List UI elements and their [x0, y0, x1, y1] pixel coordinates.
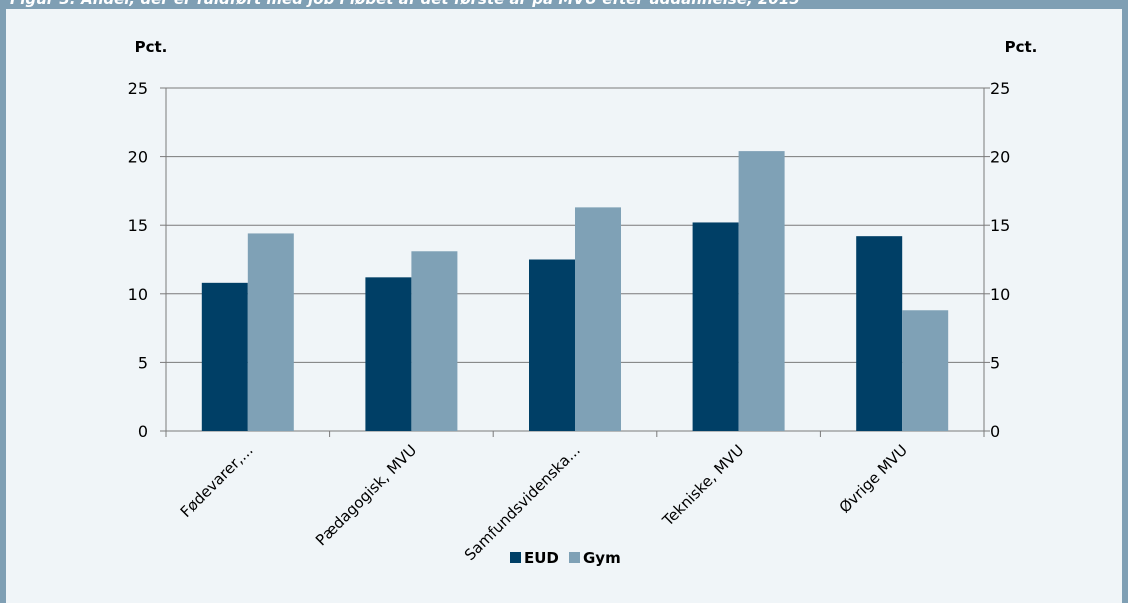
y-axis-left-title: Pct.: [135, 38, 168, 56]
bar-eud: [529, 259, 575, 431]
x-category-label: Fødevarer,...: [177, 441, 257, 521]
y-tick-label-left: 15: [128, 216, 148, 235]
y-tick-label-left: 5: [138, 353, 148, 372]
bar-gym: [575, 207, 621, 431]
bar-eud: [365, 277, 412, 431]
y-tick-label-right: 25: [990, 79, 1010, 98]
legend-label-eud: EUD: [524, 549, 559, 567]
x-category-label: Øvrige MVU: [836, 441, 911, 516]
y-tick-label-right: 10: [990, 285, 1010, 304]
x-axis-categories: Fødevarer,... Pædagogisk, MVU Samfundsvide…: [177, 441, 911, 564]
y-tick-label-left: 10: [128, 285, 148, 304]
bar-eud: [201, 282, 248, 431]
chart-title: Figur 3: Andel, der er fuldført med job …: [10, 0, 800, 8]
x-category-label: Tekniske, MVU: [658, 441, 747, 530]
y-tick-label-left: 0: [138, 422, 148, 441]
y-axis-right-ticks: 0 5 10 15 20 25: [990, 79, 1010, 441]
y-tick-label-left: 25: [128, 79, 148, 98]
bar-gym: [902, 310, 949, 431]
x-category-label: Pædagogisk, MVU: [312, 441, 420, 549]
legend-swatch-eud: [510, 552, 521, 563]
title-bar: Figur 3: Andel, der er fuldført med job …: [0, 0, 1128, 9]
bar-gym: [738, 151, 785, 431]
y-tick-label-right: 5: [990, 353, 1000, 372]
y-tick-label-right: 0: [990, 422, 1000, 441]
bar-gym: [411, 251, 458, 431]
y-axis-left-ticks: 0 5 10 15 20 25: [128, 79, 148, 441]
legend: EUD Gym: [510, 549, 621, 567]
bar-eud: [692, 222, 739, 431]
x-category-label: Samfundsvidenska...: [461, 441, 584, 564]
bars: [201, 151, 949, 431]
y-axis-right-title: Pct.: [1005, 38, 1038, 56]
legend-swatch-gym: [569, 552, 580, 563]
bar-gym: [247, 233, 294, 431]
legend-label-gym: Gym: [583, 549, 621, 567]
y-tick-label-left: 20: [128, 148, 148, 167]
y-tick-label-right: 20: [990, 148, 1010, 167]
y-tick-label-right: 15: [990, 216, 1010, 235]
bar-eud: [856, 236, 903, 431]
